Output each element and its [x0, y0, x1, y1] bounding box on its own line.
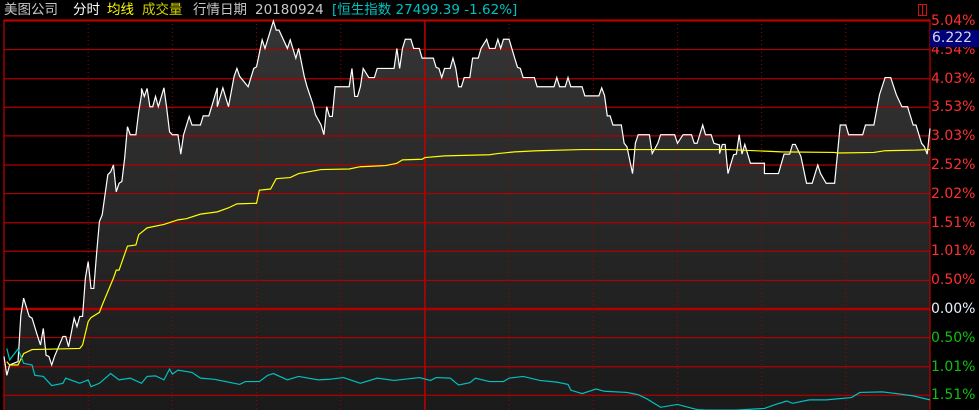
date-label: 行情日期 [193, 2, 247, 18]
y-tick-label: 1.51% [931, 387, 976, 404]
tab-average-line[interactable]: 均线 [107, 2, 134, 18]
window-toggle-icon[interactable] [918, 4, 927, 16]
price-line [3, 18, 931, 376]
tab-intraday[interactable]: 分时 [73, 2, 100, 18]
y-tick-label: 1.01% [931, 243, 976, 260]
y-tick-label: 1.51% [931, 214, 976, 231]
date-value: 20180924 [255, 2, 324, 18]
current-price-box: 6.222 [930, 30, 979, 47]
plot-border [3, 19, 931, 410]
price-area-fill [4, 21, 930, 410]
y-tick-label: 2.02% [931, 185, 976, 202]
y-tick-label: 1.01% [931, 358, 976, 375]
y-tick-label: 3.53% [931, 99, 976, 116]
tab-volume[interactable]: 成交量 [142, 2, 183, 18]
index-line [6, 347, 931, 410]
hang-seng-index-info: [恒生指数 27499.39 -1.62%] [332, 2, 518, 18]
y-tick-label: 0.50% [931, 329, 976, 346]
y-tick-label: 0.00% [931, 301, 976, 317]
y-tick-label: 5.04% [931, 13, 976, 29]
y-tick-label: 3.03% [931, 127, 976, 144]
y-tick-label: 0.50% [931, 272, 976, 289]
stock-name: 美图公司 [4, 2, 58, 18]
y-tick-label: 2.52% [931, 157, 976, 173]
avg-line [6, 148, 931, 366]
y-tick-label: 4.03% [931, 70, 976, 87]
